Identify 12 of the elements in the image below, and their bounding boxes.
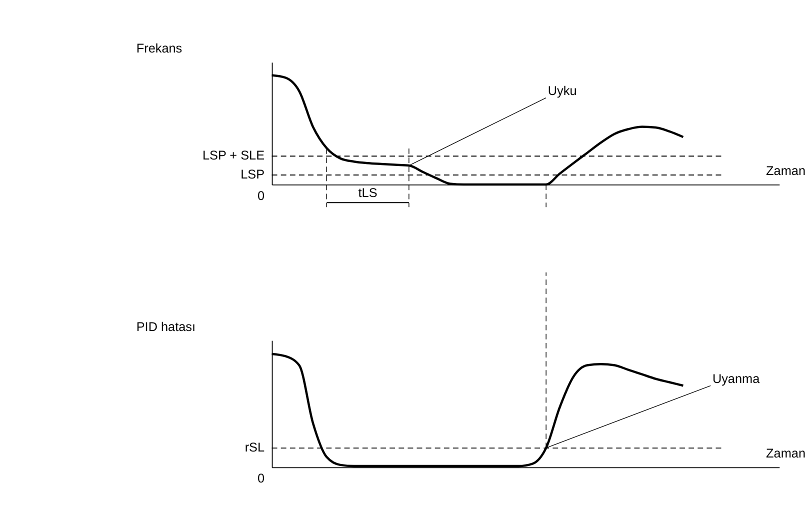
ref-line-label: rSL (244, 440, 265, 455)
text: tLS (358, 186, 378, 200)
annotation: Uyanma (712, 372, 761, 386)
ref-line-label: LSP (240, 168, 265, 182)
text: 0 (258, 188, 265, 203)
text: 0 (258, 472, 265, 486)
x-axis-title: Zaman (766, 446, 806, 461)
annotation: Uyku (548, 84, 577, 98)
y-axis-title: PID hatası (136, 320, 196, 334)
y-axis-title: Frekans (136, 42, 182, 56)
ref-line-label: LSP + SLE (202, 148, 265, 163)
x-axis-title: Zaman (766, 164, 806, 178)
